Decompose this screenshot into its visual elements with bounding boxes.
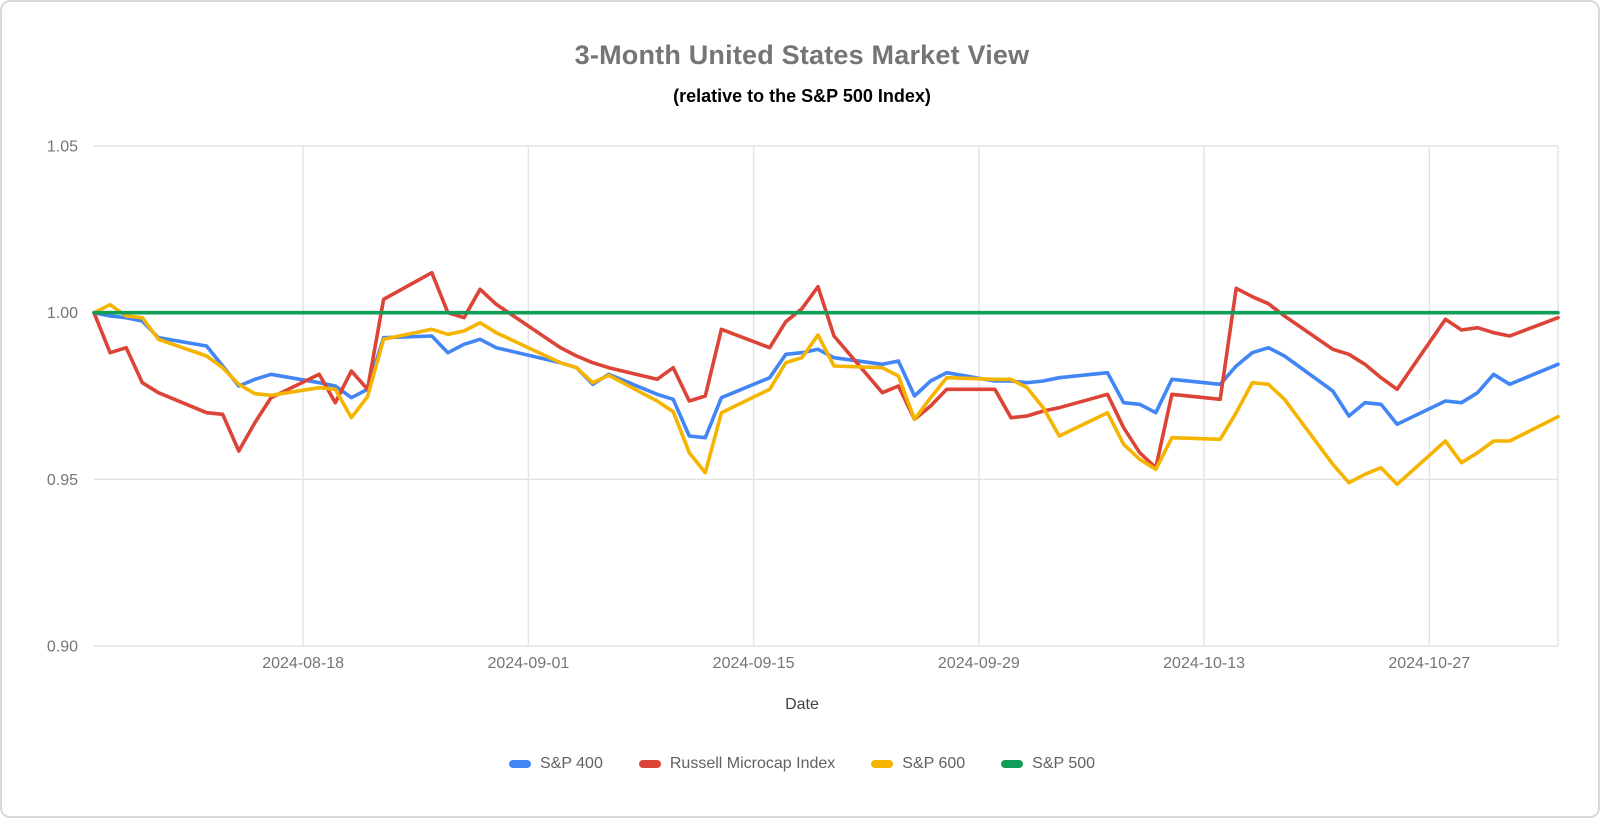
chart-title: 3-Month United States Market View xyxy=(574,40,1030,70)
legend-item: Russell Microcap Index xyxy=(638,755,836,773)
x-tick-label: 2024-09-29 xyxy=(938,655,1020,672)
x-tick-label: 2024-10-13 xyxy=(1163,655,1245,672)
x-tick-label: 2024-10-27 xyxy=(1388,655,1470,672)
y-tick-label: 0.90 xyxy=(47,639,78,656)
legend-label: S&P 400 xyxy=(539,755,603,772)
legend-swatch-icon xyxy=(1001,760,1024,768)
x-tick-label: 2024-09-01 xyxy=(487,655,569,672)
y-tick-label: 1.00 xyxy=(47,305,78,322)
y-tick-label: 1.05 xyxy=(47,139,78,156)
legend-label: S&P 600 xyxy=(902,755,966,772)
series-line-russell-microcap-index xyxy=(92,270,1560,470)
legend-label: Russell Microcap Index xyxy=(669,755,836,772)
legend-swatch-icon xyxy=(638,760,661,768)
series-line-s-p-600 xyxy=(92,302,1560,487)
legend-item: S&P 400 xyxy=(508,755,603,773)
x-tick-label: 2024-08-18 xyxy=(262,655,344,672)
x-axis-title: Date xyxy=(785,696,819,713)
legend-swatch-icon xyxy=(871,760,894,768)
legend-item: S&P 600 xyxy=(871,755,965,773)
legend-item: S&P 500 xyxy=(1001,755,1095,773)
legend-label: S&P 500 xyxy=(1032,755,1096,772)
series-line-s-p-400 xyxy=(92,310,1560,440)
x-gridlines: 2024-08-18 2024-09-01 2024-09-15 2024-09-29… xyxy=(262,146,1559,672)
legend-swatch-icon xyxy=(508,760,531,768)
y-tick-label: 0.95 xyxy=(47,472,78,489)
chart-legend: S&P 400 Russell Microcap Index S&P 600 S&P … xyxy=(2,752,1598,776)
chart-subtitle: (relative to the S&P 500 Index) xyxy=(673,86,931,106)
x-tick-label: 2024-09-15 xyxy=(713,655,795,672)
